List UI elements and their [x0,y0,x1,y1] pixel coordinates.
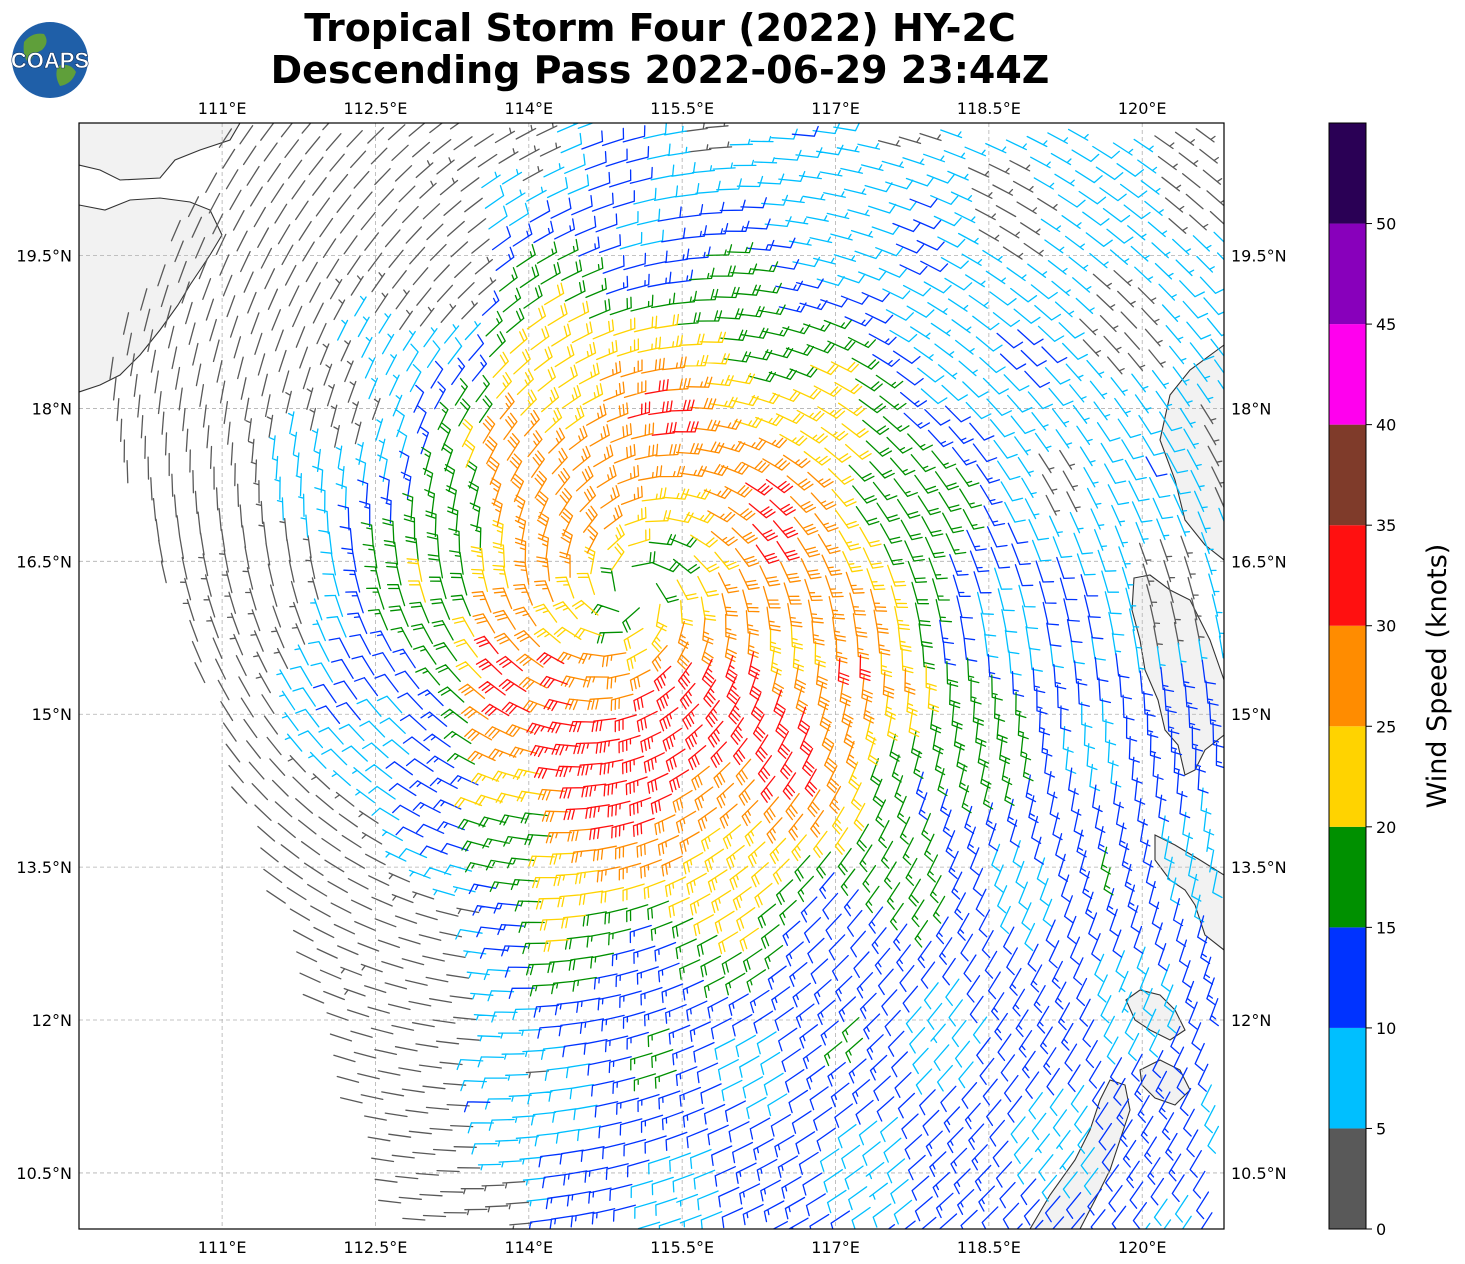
tick-label-lat-left: 13.5°N [16,858,72,877]
wind-barb-group [458,356,916,883]
plot-frame [78,122,1225,1230]
tick-label-lat-right: 19.5°N [1231,247,1287,266]
tick-label-lat-left: 19.5°N [16,247,72,266]
colorbar-tick-label: 10 [1376,1019,1396,1038]
tick-label-lon-top: 114°E [504,99,553,118]
tick-label-lat-right: 10.5°N [1231,1164,1287,1183]
colorbar-tick-label: 45 [1376,315,1396,334]
wind-barb-group [312,125,1224,1229]
land-calamian [1139,1059,1191,1106]
tick-label-lon-top: 117°E [811,99,860,118]
colorbar-bin [1329,927,1366,1028]
colorbar-bin [1329,123,1366,224]
tick-label-lat-left: 12°N [32,1011,72,1030]
colorbar-frame [1328,122,1367,1230]
tick-label-lon-top: 118.5°E [957,99,1021,118]
colorbar-tick-label: 25 [1376,717,1396,736]
tick-label-lat-left: 16.5°N [16,552,72,571]
colorbar-bin [1329,525,1366,626]
tick-label-lon-top: 111°E [198,99,247,118]
tick-label-lat-left: 18°N [32,399,72,418]
colorbar-tick-label: 5 [1376,1119,1386,1138]
colorbar-tick-label: 20 [1376,818,1396,837]
wind-barb-group [406,282,940,955]
tick-label-lon-bottom: 115.5°E [650,1238,714,1257]
colorbar-bin [1329,1128,1366,1229]
wind-barb-group [360,238,1114,1092]
tick-label-lat-right: 16.5°N [1231,552,1287,571]
tick-label-lat-right: 12°N [1231,1011,1271,1030]
tick-label-lon-bottom: 114°E [504,1238,553,1257]
colorbar-bin [1329,726,1366,827]
tick-label-lat-left: 15°N [32,705,72,724]
colorbar-tick-label: 50 [1376,215,1396,234]
tick-label-lat-right: 18°N [1231,399,1271,418]
tick-label-lat-left: 10.5°N [16,1164,72,1183]
colorbar-bin [1329,826,1366,928]
title-line-1: Tropical Storm Four (2022) HY-2C [304,6,1016,50]
colorbar-bin [1329,625,1366,727]
wind-barbs [109,123,1224,1229]
wind-barb-group [269,123,1224,1229]
colorbar-bin [1329,1027,1366,1129]
colorbar-bin [1329,424,1366,526]
wind-barb-group [473,378,871,841]
colorbar-tick-label: 15 [1376,918,1396,937]
colorbar-bin [1329,223,1366,325]
colorbar-bin [1329,324,1366,425]
colorbar: 0 5 10 15 20 25 30 35 40 45 50 [1328,122,1396,1239]
tick-label-lon-bottom: 118.5°E [957,1238,1021,1257]
tick-label-lat-right: 15°N [1231,705,1271,724]
wind-barb-group [109,123,1224,1229]
logo-text: COAPS [11,48,89,73]
colorbar-tick-label: 30 [1376,617,1396,636]
tick-label-lon-top: 120°E [1118,99,1167,118]
title-line-2: Descending Pass 2022-06-29 23:44Z [270,48,1050,92]
tick-label-lon-bottom: 112.5°E [344,1238,408,1257]
land-hainan [79,197,223,393]
land-palawan-islands [1029,1079,1131,1229]
tick-label-lon-bottom: 120°E [1118,1238,1167,1257]
gridlines [79,123,1224,1229]
colorbar-tick-label: 0 [1376,1220,1386,1239]
tick-labels: 111°E 111°E 112.5°E 112.5°E 114°E 114°E 115.5°… [16,99,1286,1257]
tick-label-lon-bottom: 111°E [198,1238,247,1257]
colorbar-label: Wind Speed (knots) [1422,544,1453,809]
tick-label-lon-top: 112.5°E [344,99,408,118]
colorbar-tick-label: 35 [1376,516,1396,535]
land-mainland-top [79,123,241,181]
tick-label-lat-right: 13.5°N [1231,858,1287,877]
colorbar-tick-label: 40 [1376,416,1396,435]
coaps-logo: COAPS [11,22,89,98]
land-luzon-south [1154,834,1224,951]
tick-label-lon-top: 115.5°E [650,99,714,118]
tick-label-lon-bottom: 117°E [811,1238,860,1257]
